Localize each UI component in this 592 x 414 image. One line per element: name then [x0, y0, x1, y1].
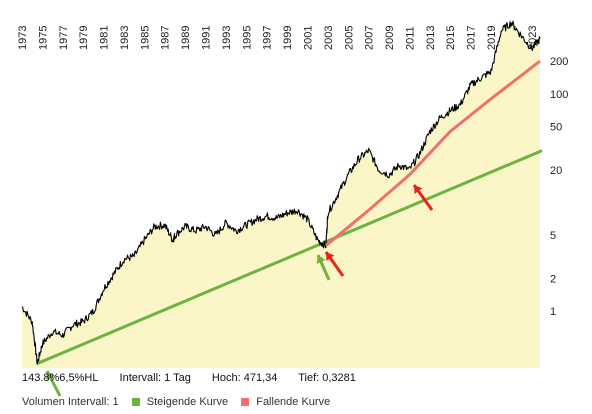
arrow-icon	[316, 254, 331, 281]
x-tick-label: 1987	[160, 26, 172, 50]
x-tick-label: 2019	[486, 26, 498, 50]
x-tick-label: 2007	[364, 26, 376, 50]
x-tick-label: 1995	[241, 26, 253, 50]
x-tick-label: 1973	[17, 26, 29, 50]
x-tick-label: 2005	[343, 26, 355, 50]
green-trend-line	[36, 149, 543, 365]
x-tick-label: 1985	[139, 26, 151, 50]
x-tick-label: 2017	[466, 26, 478, 50]
legend-swatch-green	[131, 398, 140, 407]
legend-rising: Steigende Kurve	[146, 396, 229, 408]
x-tick-label: 1989	[180, 26, 192, 50]
x-tick-label: 1979	[78, 26, 90, 50]
x-tick-label: 2013	[425, 26, 437, 50]
legend-falling: Fallende Kurve	[256, 396, 331, 408]
legend: Volumen Intervall: 1 Steigende Kurve Fal…	[22, 396, 330, 408]
y-tick-label: 20	[550, 165, 562, 177]
info-bar: 143.8%6,5%HL Intervall: 1 Tag Hoch: 471,…	[22, 372, 374, 384]
x-tick-label: 2015	[445, 26, 457, 50]
x-tick-label: 1983	[119, 26, 131, 50]
x-axis: 1973 1975 1977 1979 1981 1983 1985 1987 1989 1991…	[17, 26, 539, 50]
arrow-icon	[324, 251, 345, 277]
x-tick-label: 1981	[99, 26, 111, 50]
red-trend-polyline	[324, 59, 541, 247]
x-tick-label: 1975	[37, 26, 49, 50]
y-tick-label: 100	[550, 89, 568, 101]
info-low: Tief: 0,3281	[298, 372, 356, 384]
price-area-fill	[22, 21, 540, 369]
red-trend-line	[324, 59, 541, 247]
y-axis: 1 2 5 20 50 100 200	[550, 56, 568, 318]
y-tick-label: 2	[550, 273, 556, 285]
x-tick-label: 2003	[323, 26, 335, 50]
green-trend-polyline	[36, 149, 543, 365]
arrow-icon	[45, 370, 62, 397]
y-tick-label: 1	[550, 306, 556, 318]
x-tick-label: 1993	[221, 26, 233, 50]
legend-volume: Volumen Intervall: 1	[22, 396, 119, 408]
x-tick-label: 2009	[384, 26, 396, 50]
y-tick-label: 5	[550, 230, 556, 242]
price-line	[21, 20, 541, 365]
y-tick-label: 50	[550, 122, 562, 134]
x-tick-label: 1997	[262, 26, 274, 50]
info-left-text: 143.8%6,5%HL	[22, 372, 99, 384]
y-tick-label: 200	[550, 56, 568, 68]
arrow-icon	[412, 184, 434, 211]
info-high: Hoch: 471,34	[211, 372, 278, 384]
x-tick-label: 1999	[282, 26, 294, 50]
legend-swatch-red	[241, 398, 250, 407]
x-tick-label: 1991	[201, 26, 213, 50]
x-tick-label: 1977	[58, 26, 70, 50]
info-interval: Intervall: 1 Tag	[119, 372, 191, 384]
x-tick-label: 2001	[302, 26, 314, 50]
x-tick-label: 2011	[404, 26, 416, 50]
arrows	[45, 184, 434, 397]
